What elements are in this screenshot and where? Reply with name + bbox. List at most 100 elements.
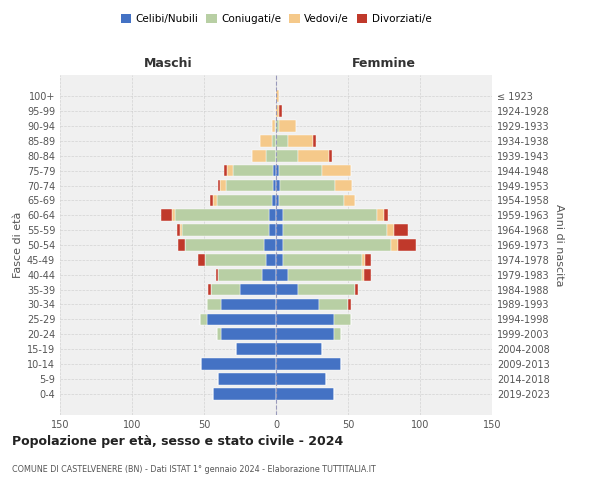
Bar bbox=[221, 328, 276, 340]
Bar bbox=[276, 210, 283, 221]
Bar bbox=[362, 254, 365, 266]
Bar bbox=[182, 224, 269, 236]
Bar bbox=[260, 135, 272, 146]
Bar bbox=[355, 284, 358, 296]
Bar bbox=[329, 150, 332, 162]
Bar bbox=[205, 254, 266, 266]
Bar bbox=[185, 239, 265, 251]
Bar bbox=[275, 120, 276, 132]
Bar bbox=[272, 135, 276, 146]
Bar bbox=[313, 135, 316, 146]
Bar bbox=[226, 180, 273, 192]
Bar bbox=[276, 150, 298, 162]
Bar bbox=[210, 194, 212, 206]
Bar bbox=[217, 328, 221, 340]
Bar bbox=[262, 269, 276, 280]
Bar bbox=[322, 165, 351, 176]
Bar bbox=[227, 165, 233, 176]
Bar bbox=[276, 120, 279, 132]
Bar bbox=[394, 224, 409, 236]
Bar bbox=[175, 210, 269, 221]
Bar bbox=[276, 90, 279, 102]
Bar bbox=[218, 269, 262, 280]
Bar bbox=[276, 239, 283, 251]
Bar bbox=[266, 150, 276, 162]
Bar bbox=[276, 224, 283, 236]
Bar bbox=[280, 180, 335, 192]
Bar bbox=[251, 150, 266, 162]
Bar bbox=[236, 344, 276, 355]
Bar bbox=[207, 298, 221, 310]
Bar bbox=[201, 358, 276, 370]
Bar bbox=[176, 224, 179, 236]
Bar bbox=[276, 165, 279, 176]
Bar bbox=[348, 298, 351, 310]
Bar bbox=[200, 314, 207, 325]
Bar bbox=[212, 388, 276, 400]
Bar bbox=[287, 269, 362, 280]
Bar bbox=[276, 269, 287, 280]
Bar bbox=[161, 210, 172, 221]
Bar bbox=[364, 269, 371, 280]
Text: Maschi: Maschi bbox=[143, 57, 193, 70]
Bar bbox=[377, 210, 384, 221]
Bar bbox=[334, 328, 341, 340]
Bar bbox=[319, 298, 348, 310]
Bar bbox=[178, 239, 185, 251]
Text: Femmine: Femmine bbox=[352, 57, 416, 70]
Bar bbox=[218, 373, 276, 384]
Bar bbox=[365, 254, 371, 266]
Bar bbox=[276, 284, 298, 296]
Bar bbox=[272, 194, 276, 206]
Bar bbox=[276, 373, 326, 384]
Bar bbox=[276, 194, 279, 206]
Bar bbox=[276, 135, 287, 146]
Bar bbox=[391, 239, 398, 251]
Bar bbox=[279, 165, 322, 176]
Bar bbox=[362, 269, 364, 280]
Bar bbox=[298, 284, 355, 296]
Bar bbox=[298, 150, 329, 162]
Bar bbox=[221, 298, 276, 310]
Bar bbox=[276, 344, 322, 355]
Bar bbox=[212, 194, 217, 206]
Y-axis label: Anni di nascita: Anni di nascita bbox=[554, 204, 564, 286]
Bar bbox=[179, 224, 182, 236]
Bar bbox=[240, 284, 276, 296]
Bar bbox=[276, 328, 334, 340]
Bar bbox=[276, 388, 334, 400]
Bar bbox=[334, 314, 351, 325]
Bar bbox=[283, 210, 377, 221]
Bar bbox=[218, 180, 220, 192]
Bar bbox=[384, 210, 388, 221]
Bar bbox=[276, 298, 319, 310]
Bar bbox=[220, 180, 226, 192]
Bar bbox=[279, 120, 296, 132]
Bar bbox=[207, 314, 276, 325]
Bar bbox=[283, 254, 362, 266]
Bar bbox=[273, 165, 276, 176]
Bar bbox=[276, 358, 341, 370]
Bar bbox=[283, 224, 387, 236]
Bar bbox=[279, 106, 282, 117]
Bar bbox=[266, 254, 276, 266]
Bar bbox=[275, 106, 276, 117]
Legend: Celibi/Nubili, Coniugati/e, Vedovi/e, Divorziati/e: Celibi/Nubili, Coniugati/e, Vedovi/e, Di… bbox=[116, 10, 436, 29]
Bar bbox=[398, 239, 416, 251]
Bar bbox=[287, 135, 313, 146]
Bar bbox=[335, 180, 352, 192]
Bar bbox=[269, 210, 276, 221]
Bar bbox=[279, 194, 344, 206]
Bar bbox=[172, 210, 175, 221]
Bar bbox=[276, 180, 280, 192]
Bar bbox=[233, 165, 273, 176]
Bar bbox=[276, 106, 279, 117]
Bar bbox=[208, 284, 211, 296]
Bar bbox=[272, 120, 275, 132]
Bar bbox=[217, 194, 272, 206]
Bar bbox=[344, 194, 355, 206]
Bar bbox=[215, 269, 218, 280]
Bar bbox=[211, 284, 240, 296]
Text: Popolazione per età, sesso e stato civile - 2024: Popolazione per età, sesso e stato civil… bbox=[12, 435, 343, 448]
Bar bbox=[276, 254, 283, 266]
